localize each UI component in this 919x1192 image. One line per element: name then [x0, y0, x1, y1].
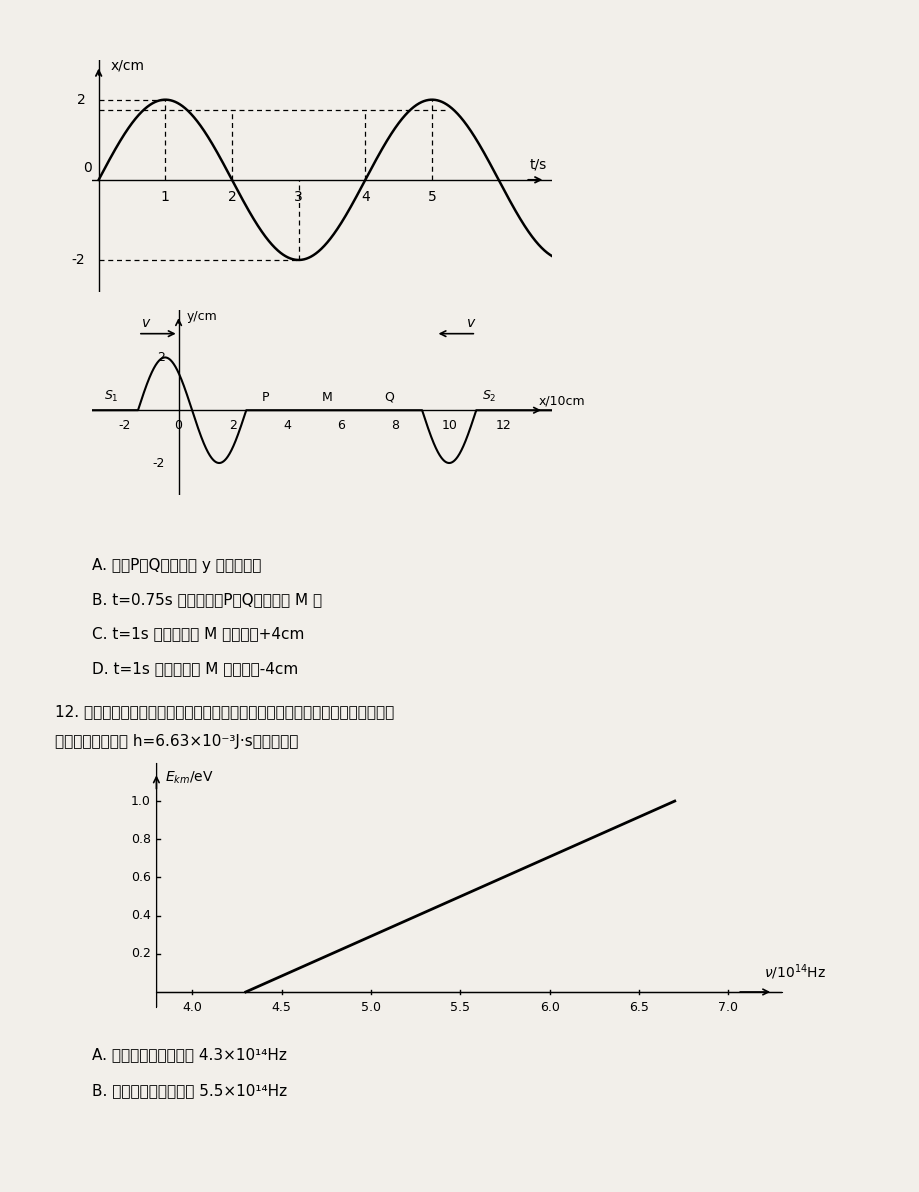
- Text: 0.2: 0.2: [131, 948, 151, 961]
- Text: -2: -2: [72, 253, 85, 267]
- Text: 0.6: 0.6: [131, 871, 151, 884]
- Text: 1.0: 1.0: [131, 795, 151, 807]
- Text: 12. 如图所示是用光照射某种金属时逸出的光电子的最大初动能随入射光频率的变: 12. 如图所示是用光照射某种金属时逸出的光电子的最大初动能随入射光频率的变: [55, 704, 394, 719]
- Text: Q: Q: [384, 391, 394, 404]
- Text: 6: 6: [336, 420, 345, 433]
- Text: 10: 10: [441, 420, 457, 433]
- Text: 7.0: 7.0: [718, 1000, 738, 1013]
- Text: 0: 0: [175, 420, 182, 433]
- Text: 化线，普朗克常量 h=6.63×10⁻³J·s，由图可知: 化线，普朗克常量 h=6.63×10⁻³J·s，由图可知: [55, 734, 299, 749]
- Text: 5.0: 5.0: [360, 1000, 380, 1013]
- Text: 1: 1: [161, 190, 170, 204]
- Text: t/s: t/s: [529, 157, 547, 170]
- Text: 0.8: 0.8: [130, 833, 151, 846]
- Text: $S_2$: $S_2$: [482, 389, 496, 404]
- Text: -2: -2: [119, 420, 130, 433]
- Text: x/10cm: x/10cm: [538, 395, 584, 408]
- Text: 4.0: 4.0: [182, 1000, 202, 1013]
- Text: 6.5: 6.5: [629, 1000, 648, 1013]
- Text: 4: 4: [360, 190, 369, 204]
- Text: B. t=0.75s 时刻，质点P、Q都运动到 M 点: B. t=0.75s 时刻，质点P、Q都运动到 M 点: [92, 592, 322, 607]
- Text: D. t=1s 时刻，质点 M 的位移为-4cm: D. t=1s 时刻，质点 M 的位移为-4cm: [92, 662, 298, 676]
- Text: 2: 2: [76, 93, 85, 106]
- Text: A. 该金属的极限频率为 4.3×10¹⁴Hz: A. 该金属的极限频率为 4.3×10¹⁴Hz: [92, 1048, 287, 1062]
- Text: 2: 2: [229, 420, 236, 433]
- Text: $S_1$: $S_1$: [104, 389, 119, 404]
- Text: C. t=1s 时刻，质点 M 的位移为+4cm: C. t=1s 时刻，质点 M 的位移为+4cm: [92, 627, 304, 641]
- Text: 4: 4: [282, 420, 290, 433]
- Text: -2: -2: [153, 457, 165, 470]
- Text: 8: 8: [391, 420, 399, 433]
- Text: B. 该金属的极限频率为 5.5×10¹⁴Hz: B. 该金属的极限频率为 5.5×10¹⁴Hz: [92, 1084, 287, 1098]
- Text: 0.4: 0.4: [131, 909, 151, 923]
- Text: 2: 2: [157, 350, 165, 364]
- Text: 5: 5: [427, 190, 436, 204]
- Text: v: v: [142, 316, 150, 330]
- Text: 5.5: 5.5: [449, 1000, 470, 1013]
- Text: $\nu/10^{14}$Hz: $\nu/10^{14}$Hz: [764, 963, 825, 982]
- Text: 3: 3: [294, 190, 302, 204]
- Text: y/cm: y/cm: [187, 310, 217, 323]
- Text: x/cm: x/cm: [110, 58, 144, 73]
- Text: 0: 0: [83, 161, 92, 175]
- Text: $E_{km}$/eV: $E_{km}$/eV: [165, 770, 214, 787]
- Text: 4.5: 4.5: [271, 1000, 291, 1013]
- Text: 2: 2: [227, 190, 236, 204]
- Text: v: v: [466, 316, 474, 330]
- Text: P: P: [261, 391, 268, 404]
- Text: 12: 12: [494, 420, 511, 433]
- Text: 6.0: 6.0: [539, 1000, 559, 1013]
- Text: A. 质点P、Q都首先沿 y 轴负向运动: A. 质点P、Q都首先沿 y 轴负向运动: [92, 558, 261, 572]
- Text: M: M: [322, 391, 333, 404]
